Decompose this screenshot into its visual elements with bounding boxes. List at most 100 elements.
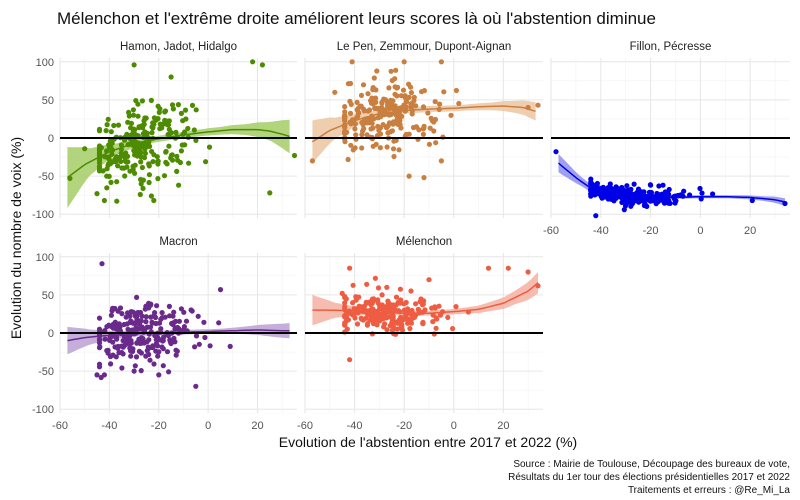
data-point	[193, 137, 199, 143]
data-point	[448, 112, 454, 118]
data-point	[361, 108, 367, 114]
data-point	[401, 102, 407, 108]
data-point	[96, 337, 103, 343]
panel-title: Fillon, Pécresse	[630, 41, 712, 53]
data-point	[350, 147, 356, 153]
data-point	[122, 173, 128, 179]
data-point	[353, 132, 359, 138]
data-point	[201, 319, 207, 325]
data-point	[138, 318, 144, 324]
data-point	[388, 97, 394, 103]
data-point	[182, 107, 189, 113]
data-point	[188, 307, 194, 313]
data-point	[115, 345, 121, 351]
data-point	[155, 176, 161, 182]
data-point	[345, 156, 351, 163]
data-point	[624, 200, 630, 206]
data-point	[139, 340, 145, 346]
data-point	[128, 338, 134, 344]
data-point	[634, 190, 640, 196]
data-point	[364, 281, 370, 287]
trend-line	[312, 282, 539, 314]
data-point	[160, 363, 166, 369]
data-point	[151, 197, 157, 204]
data-point	[148, 97, 154, 103]
data-point	[121, 338, 127, 344]
data-point	[406, 173, 412, 179]
data-point	[98, 145, 104, 151]
data-point	[437, 101, 443, 107]
data-point	[374, 322, 380, 328]
data-point	[431, 119, 437, 125]
data-point	[173, 352, 179, 358]
data-point	[344, 326, 350, 332]
data-point	[352, 126, 358, 132]
data-point	[114, 179, 120, 185]
data-point	[146, 172, 152, 178]
data-point	[343, 296, 349, 302]
data-point	[171, 309, 177, 315]
data-point	[401, 59, 407, 65]
data-point	[699, 190, 705, 196]
data-point	[377, 145, 383, 151]
data-point	[135, 309, 141, 316]
data-point	[420, 319, 426, 325]
data-point	[379, 292, 385, 298]
data-point	[115, 163, 121, 169]
data-point	[431, 128, 437, 134]
caption-line-3: Traitements et erreurs : @Re_Mi_La	[628, 485, 790, 496]
data-point	[602, 194, 608, 200]
y-tick-label: 50	[42, 290, 54, 302]
data-point	[105, 116, 111, 122]
data-point	[456, 100, 462, 107]
data-point	[183, 318, 190, 324]
data-point	[342, 109, 348, 115]
data-point	[176, 182, 182, 188]
data-point	[143, 115, 149, 121]
data-point	[393, 67, 399, 73]
y-tick-label: -100	[32, 209, 54, 221]
data-point	[624, 183, 630, 189]
caption-line-1: Source : Mairie de Toulouse, Découpage d…	[513, 459, 790, 470]
data-point	[426, 277, 432, 283]
data-point	[387, 323, 393, 329]
data-point	[553, 149, 559, 155]
data-point	[146, 351, 152, 358]
data-point	[175, 102, 181, 108]
x-tick-label: -20	[396, 420, 412, 432]
data-point	[146, 163, 152, 169]
data-point	[96, 345, 103, 351]
data-point	[648, 197, 654, 203]
data-point	[115, 308, 121, 314]
data-point	[203, 159, 209, 165]
data-point	[370, 87, 376, 93]
data-point	[155, 103, 161, 109]
data-point	[150, 343, 156, 349]
data-point	[119, 311, 125, 317]
data-point	[381, 96, 387, 102]
data-point	[420, 131, 426, 137]
data-point	[172, 339, 178, 345]
data-point	[641, 202, 648, 209]
data-point	[126, 113, 132, 119]
data-point	[164, 161, 170, 167]
data-point	[383, 314, 389, 320]
data-point	[525, 269, 531, 275]
data-point	[376, 302, 382, 308]
data-point	[168, 155, 174, 161]
data-point	[227, 343, 233, 349]
data-point	[108, 361, 114, 367]
y-tick-label: 100	[36, 57, 54, 69]
data-point	[588, 193, 594, 199]
data-point	[433, 140, 439, 146]
data-point	[217, 287, 224, 293]
data-point	[392, 76, 398, 82]
data-point	[178, 110, 184, 116]
data-point	[406, 94, 412, 100]
data-point	[397, 286, 403, 292]
data-point	[130, 163, 136, 169]
y-tick-label: -50	[38, 366, 54, 378]
data-point	[356, 294, 362, 300]
data-point	[656, 183, 662, 189]
